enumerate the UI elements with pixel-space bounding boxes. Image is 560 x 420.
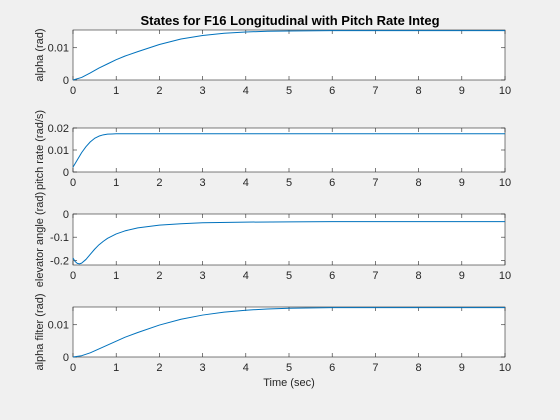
figure-title: States for F16 Longitudinal with Pitch R…	[140, 13, 439, 28]
series-line	[72, 30, 505, 81]
x-tick-label: 5	[286, 362, 292, 374]
x-tick-label: 2	[156, 85, 162, 97]
x-tick-label: 8	[416, 270, 422, 282]
x-tick-label: 0	[70, 177, 76, 189]
x-tick-label: 3	[200, 362, 206, 374]
x-tick-label: 3	[200, 177, 206, 189]
x-tick-label: 8	[416, 362, 422, 374]
y-tick-label: 0	[63, 167, 69, 179]
x-tick-label: 1	[113, 270, 119, 282]
subplot-3: 0 1 2 3 4 5 6 7 8 9 10 0 -0.1 -0.2 elevator angle (rad…	[34, 192, 511, 287]
x-tick-label: 1	[113, 362, 119, 374]
x-tick-label: 8	[416, 177, 422, 189]
axes-box	[72, 127, 506, 173]
x-axis-label: Time (sec)	[263, 377, 315, 389]
x-tick-label: 2	[156, 362, 162, 374]
y-axis-label: elevator angle (rad)	[34, 192, 46, 287]
y-axis-label: alpha filter (rad)	[34, 293, 46, 370]
x-tick-label: 7	[372, 85, 378, 97]
x-tick-label: 0	[70, 85, 76, 97]
x-tick-label: 7	[372, 270, 378, 282]
axes-box	[72, 306, 506, 358]
x-tick-label: 9	[459, 85, 465, 97]
y-tick-label: 0	[63, 75, 69, 87]
x-tick-label: 10	[499, 362, 511, 374]
axes-box	[72, 29, 506, 81]
y-axis-label: pitch rate (rad/s)	[34, 110, 46, 190]
x-tick-label: 6	[329, 85, 335, 97]
x-tick-label: 2	[156, 177, 162, 189]
series-line	[72, 307, 505, 358]
axes-box	[72, 213, 506, 266]
x-tick-label: 3	[200, 85, 206, 97]
x-tick-label: 9	[459, 177, 465, 189]
y-tick-label: 0.02	[48, 123, 69, 135]
x-tick-label: 6	[329, 177, 335, 189]
x-tick-label: 4	[243, 177, 249, 189]
y-tick-label: 0.01	[48, 320, 69, 332]
x-tick-label: 5	[286, 177, 292, 189]
x-tick-label: 10	[499, 85, 511, 97]
x-tick-label: 0	[70, 362, 76, 374]
x-tick-label: 8	[416, 85, 422, 97]
x-tick-label: 2	[156, 270, 162, 282]
x-tick-label: 4	[243, 270, 249, 282]
x-tick-label: 6	[329, 362, 335, 374]
y-tick-label: -0.1	[50, 232, 69, 244]
x-tick-label: 1	[113, 85, 119, 97]
x-tick-label: 10	[499, 270, 511, 282]
x-tick-label: 6	[329, 270, 335, 282]
series-line	[72, 133, 505, 168]
x-tick-label: 10	[499, 177, 511, 189]
y-tick-label: 0.01	[48, 43, 69, 55]
x-tick-label: 7	[372, 177, 378, 189]
series-line	[72, 221, 505, 265]
y-tick-label: 0	[63, 352, 69, 364]
y-axis-label: alpha (rad)	[34, 28, 46, 81]
x-tick-label: 9	[459, 270, 465, 282]
x-tick-label: 0	[70, 270, 76, 282]
y-tick-label: 0	[63, 209, 69, 221]
y-tick-label: -0.2	[50, 255, 69, 267]
x-tick-label: 1	[113, 177, 119, 189]
x-tick-label: 7	[372, 362, 378, 374]
x-tick-label: 5	[286, 85, 292, 97]
x-tick-label: 9	[459, 362, 465, 374]
x-tick-label: 4	[243, 362, 249, 374]
x-tick-label: 3	[200, 270, 206, 282]
x-tick-label: 5	[286, 270, 292, 282]
x-tick-label: 4	[243, 85, 249, 97]
y-tick-label: 0.01	[48, 145, 69, 157]
